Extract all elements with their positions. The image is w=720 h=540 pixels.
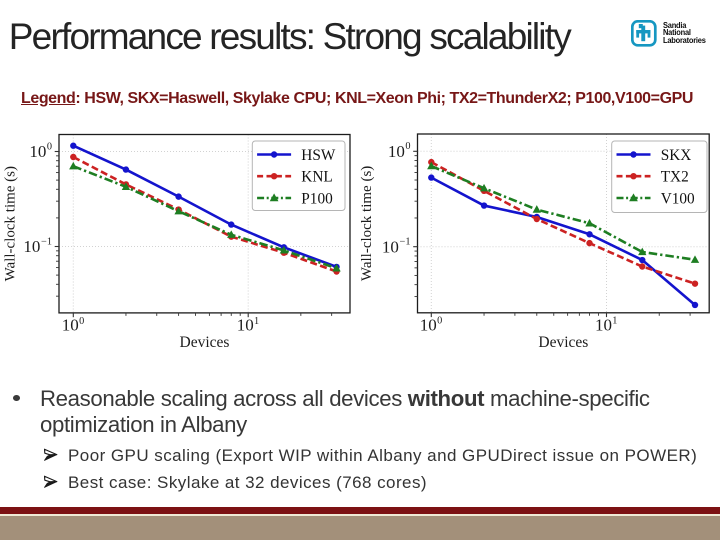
svg-text:SKX: SKX [661,147,692,164]
svg-text:KNL: KNL [301,169,332,186]
svg-text:V100: V100 [661,191,695,208]
svg-text:TX2: TX2 [661,169,689,186]
svg-text:Wall-clock time (s): Wall-clock time (s) [3,166,19,281]
svg-text:10: 10 [23,237,40,256]
svg-text:0: 0 [405,141,410,152]
svg-text:Devices: Devices [180,334,230,351]
svg-text:10: 10 [62,315,79,334]
svg-text:10: 10 [382,237,399,256]
svg-text:Wall-clock time (s): Wall-clock time (s) [359,166,375,281]
svg-text:1: 1 [254,316,259,327]
svg-text:10: 10 [237,315,254,334]
svg-text:1: 1 [612,316,617,327]
svg-text:P100: P100 [301,191,333,208]
svg-text:−1: −1 [400,237,411,248]
svg-text:10: 10 [420,315,437,334]
svg-text:10: 10 [595,315,612,334]
svg-text:10: 10 [388,142,405,161]
svg-text:10: 10 [29,142,46,161]
svg-text:HSW: HSW [301,147,336,164]
svg-text:−1: −1 [41,236,52,247]
svg-text:Devices: Devices [538,334,588,351]
svg-text:0: 0 [79,316,84,327]
svg-text:0: 0 [437,316,442,327]
svg-text:0: 0 [47,141,52,152]
